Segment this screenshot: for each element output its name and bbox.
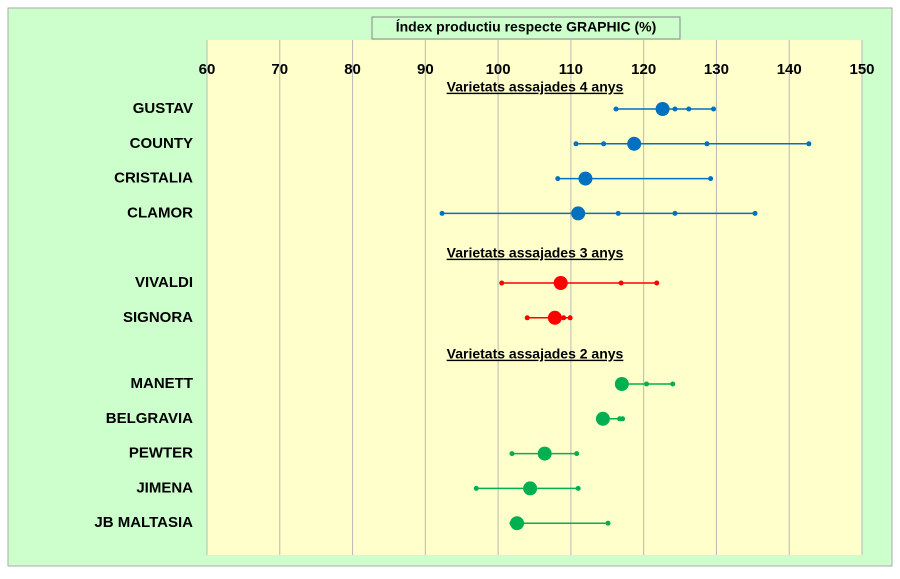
- year-dot: [672, 210, 678, 216]
- year-dot: [499, 280, 505, 286]
- year-dot: [672, 106, 678, 112]
- x-tick-label: 110: [559, 61, 583, 78]
- year-dot: [654, 280, 660, 286]
- x-tick-label: 130: [704, 61, 729, 78]
- row-label: PEWTER: [129, 445, 193, 462]
- year-dot: [618, 280, 624, 286]
- mean-dot: [614, 377, 629, 391]
- x-tick-label: 120: [631, 61, 656, 78]
- x-tick-label: 140: [777, 61, 802, 78]
- row-label: CLAMOR: [127, 204, 193, 221]
- x-tick-label: 150: [849, 61, 874, 78]
- year-dot: [620, 416, 626, 422]
- year-dot: [704, 141, 710, 147]
- year-dot: [555, 176, 561, 182]
- year-dot: [574, 451, 580, 457]
- mean-dot: [553, 276, 568, 290]
- year-dot: [509, 451, 515, 457]
- year-dot: [575, 485, 581, 491]
- row-label: MANETT: [131, 375, 194, 392]
- row-label: BELGRAVIA: [106, 410, 193, 427]
- row-label: CRISTALIA: [114, 170, 193, 187]
- x-tick-label: 80: [344, 61, 361, 78]
- mean-dot: [627, 136, 642, 151]
- plot-area: [207, 40, 862, 555]
- year-dot: [670, 381, 676, 387]
- x-tick-label: 90: [417, 61, 434, 78]
- x-tick-label: 70: [271, 61, 288, 78]
- year-dot: [567, 315, 573, 321]
- mean-dot: [510, 516, 525, 531]
- group-label: Varietats assajades 4 anys: [447, 79, 624, 95]
- year-dot: [708, 176, 714, 182]
- chart-title: Índex productiu respecte GRAPHIC (%): [396, 19, 657, 35]
- title-box: [371, 16, 681, 40]
- year-dot: [644, 381, 650, 387]
- mean-dot: [571, 206, 586, 221]
- year-dot: [473, 485, 479, 491]
- mean-dot: [537, 446, 552, 461]
- year-dot: [752, 210, 758, 216]
- row-label: JIMENA: [136, 479, 193, 496]
- group-label: Varietats assajades 3 anys: [447, 245, 624, 261]
- x-tick-label: 60: [199, 61, 216, 78]
- year-dot: [686, 106, 692, 112]
- year-dot: [524, 315, 530, 321]
- year-dot: [711, 106, 717, 112]
- mean-dot: [595, 411, 610, 426]
- year-dot: [613, 106, 619, 112]
- row-label: COUNTY: [130, 135, 193, 152]
- group-label: Varietats assajades 2 anys: [447, 346, 624, 362]
- year-dot: [601, 141, 607, 147]
- row-label: GUSTAV: [133, 100, 193, 117]
- year-dot: [615, 210, 621, 216]
- year-dot: [605, 520, 611, 526]
- row-label: VIVALDI: [135, 274, 193, 291]
- year-dot: [806, 141, 812, 147]
- mean-dot: [547, 310, 562, 325]
- x-tick-label: 100: [486, 61, 511, 78]
- year-dot: [561, 315, 567, 321]
- mean-dot: [523, 481, 538, 496]
- mean-dot: [655, 102, 670, 116]
- mean-dot: [578, 171, 593, 186]
- year-dot: [439, 210, 445, 216]
- row-label: SIGNORA: [123, 309, 193, 326]
- year-dot: [573, 141, 579, 147]
- row-label: JB MALTASIA: [94, 514, 193, 531]
